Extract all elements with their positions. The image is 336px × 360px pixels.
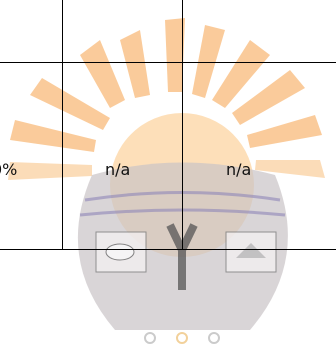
- table-border: [62, 0, 63, 250]
- pot-dots: [144, 332, 220, 344]
- table-border: [0, 62, 336, 63]
- table-border: [182, 0, 183, 250]
- table-border: [0, 249, 336, 250]
- table-cell: n/a: [105, 160, 131, 179]
- table-cell: 0%: [0, 160, 18, 179]
- pot-icons: [95, 223, 277, 290]
- sun-rays: [8, 18, 325, 180]
- table-cell: n/a: [226, 160, 252, 179]
